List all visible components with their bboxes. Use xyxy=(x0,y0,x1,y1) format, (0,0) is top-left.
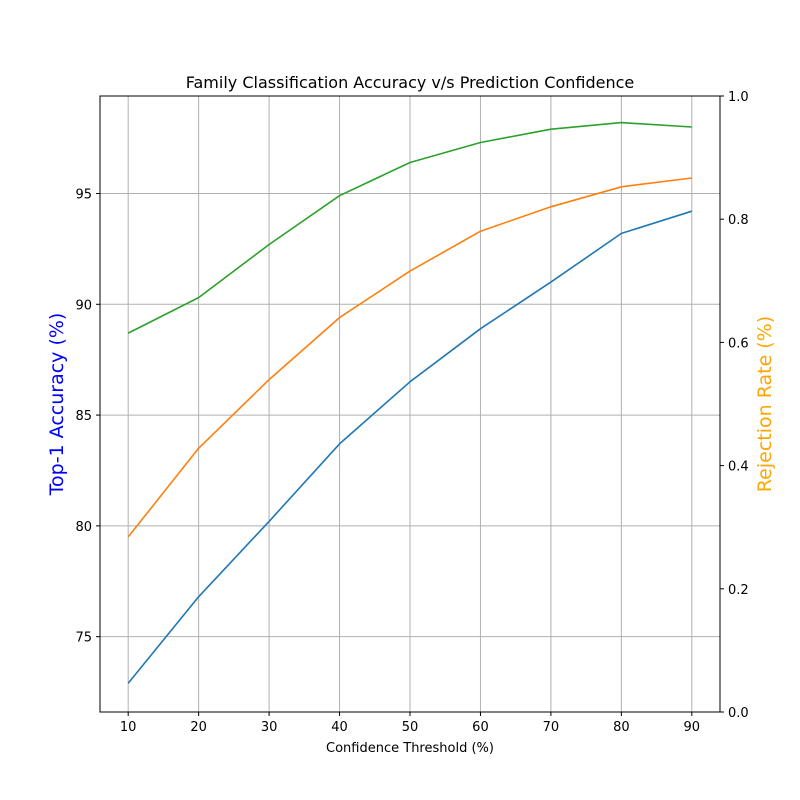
y2-tick-label: 1.0 xyxy=(728,90,749,105)
y-tick-label: 75 xyxy=(75,631,92,646)
x-tick-label: 90 xyxy=(684,720,701,735)
y2-axis-label: Rejection Rate (%) xyxy=(754,316,776,492)
y-tick-label: 90 xyxy=(75,298,92,313)
series-line-1 xyxy=(127,210,693,684)
chart-title: Family Classification Accuracy v/s Predi… xyxy=(186,73,634,92)
y2-tick-label: 0.2 xyxy=(728,583,749,598)
y-tick-label: 85 xyxy=(75,409,92,424)
series-line-3 xyxy=(127,121,692,334)
y2-tick-label: 0.8 xyxy=(728,213,749,228)
x-axis-ticks: 10 20 30 40 50 60 70 80 90 xyxy=(120,712,700,735)
x-tick-label: 50 xyxy=(402,720,419,735)
y-tick-label: 95 xyxy=(75,187,92,202)
x-tick-label: 30 xyxy=(261,720,278,735)
y-tick-label: 80 xyxy=(75,520,92,535)
x-tick-label: 60 xyxy=(472,720,489,735)
series-line-2 xyxy=(127,177,692,538)
x-tick-label: 40 xyxy=(331,720,348,735)
y-axis-label: Top-1 Accuracy (%) xyxy=(46,313,68,497)
x-tick-label: 10 xyxy=(120,720,137,735)
series-lines xyxy=(127,121,693,684)
x-tick-label: 70 xyxy=(543,720,560,735)
x-tick-label: 20 xyxy=(190,720,207,735)
y2-tick-label: 0.4 xyxy=(728,460,749,475)
y2-tick-label: 0.6 xyxy=(728,336,749,351)
x-axis-label: Confidence Threshold (%) xyxy=(326,741,494,756)
y-axis-ticks: 75 80 85 90 95 xyxy=(75,187,100,646)
y2-axis-ticks: 0.0 0.2 0.4 0.6 0.8 1.0 xyxy=(720,90,749,721)
grid-lines xyxy=(100,96,720,712)
x-tick-label: 80 xyxy=(613,720,630,735)
y2-tick-label: 0.0 xyxy=(728,706,749,721)
